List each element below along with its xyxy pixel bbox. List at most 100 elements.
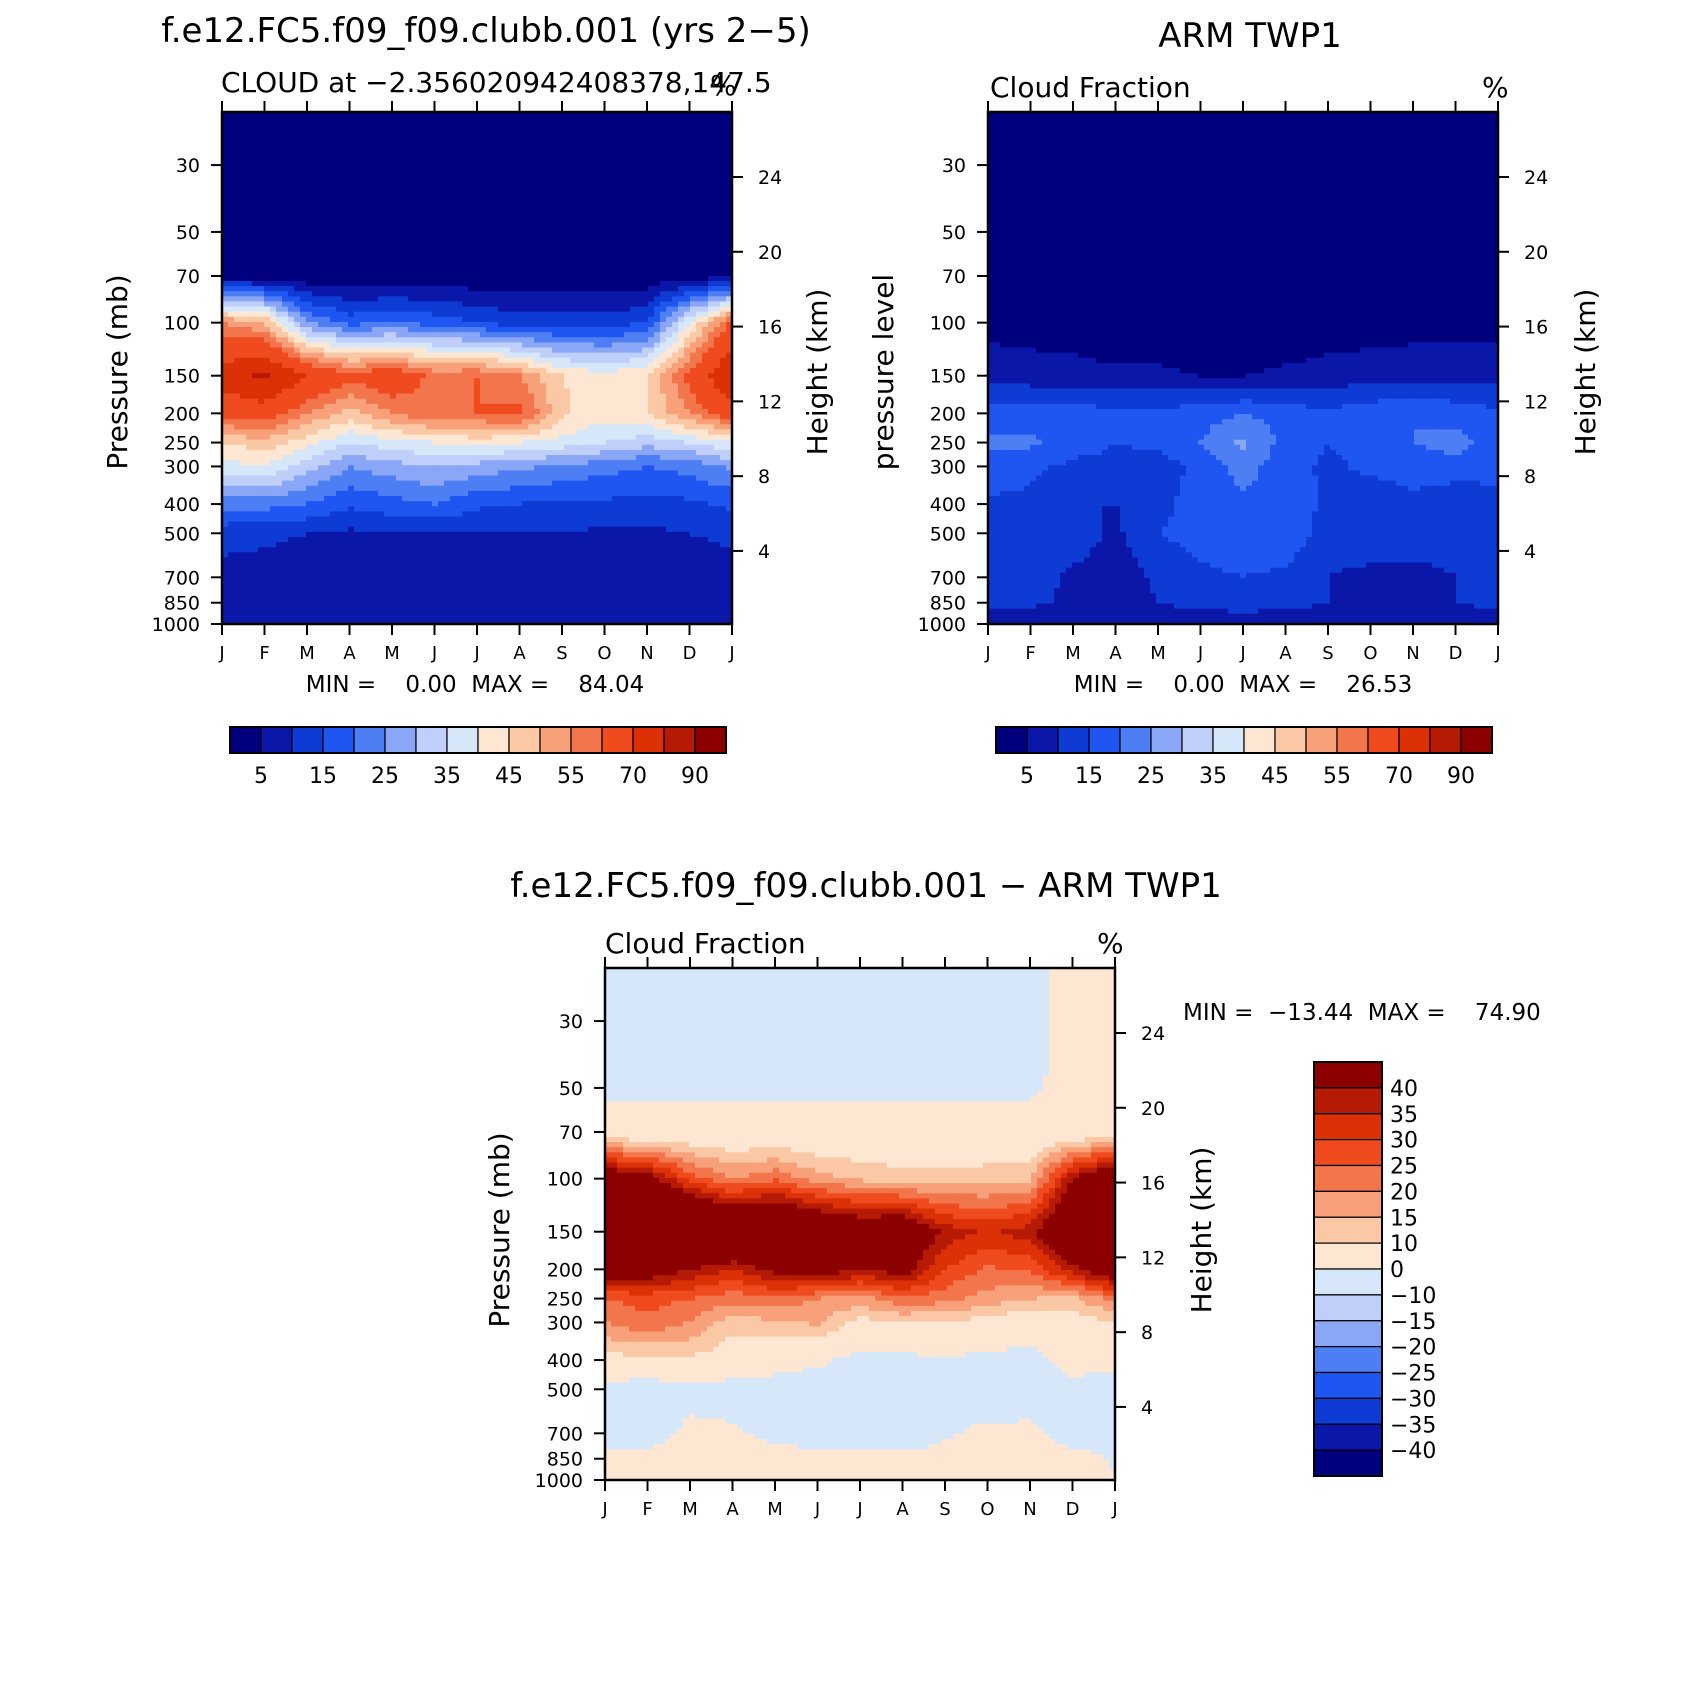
contour-cell: [354, 378, 361, 384]
contour-cell: [648, 321, 655, 328]
contour-cell: [546, 342, 553, 349]
contour-cell: [588, 311, 595, 318]
contour-cell: [588, 193, 595, 200]
contour-cell: [648, 214, 655, 221]
contour-cell: [522, 122, 529, 128]
contour-cell: [348, 127, 355, 134]
contour-cell: [420, 337, 427, 343]
contour-cell: [270, 137, 277, 144]
contour-cell: [540, 188, 547, 195]
contour-cell: [324, 163, 331, 169]
contour-cell: [234, 152, 241, 159]
contour-cell: [426, 280, 433, 287]
contour-cell: [306, 147, 313, 154]
contour-cell: [360, 388, 367, 395]
contour-cell: [564, 255, 571, 262]
contour-cell: [420, 127, 427, 134]
contour-cell: [570, 301, 577, 308]
contour-cell: [372, 173, 379, 180]
contour-cell: [300, 373, 307, 379]
contour-cell: [504, 383, 511, 390]
contour-cell: [432, 368, 439, 374]
contour-cell: [312, 275, 319, 282]
contour-cell: [648, 219, 655, 226]
contour-cell: [660, 127, 667, 134]
contour-cell: [714, 245, 721, 251]
contour-cell: [354, 178, 361, 185]
contour-cell: [414, 280, 421, 287]
contour-cell: [294, 142, 301, 149]
contour-cell: [594, 199, 601, 205]
contour-cell: [444, 234, 451, 241]
contour-cell: [636, 342, 643, 349]
contour-cell: [672, 240, 679, 246]
contour-cell: [282, 112, 289, 118]
contour-cell: [246, 229, 253, 236]
contour-cell: [540, 173, 547, 180]
contour-cell: [312, 311, 319, 318]
contour-cell: [432, 199, 439, 205]
contour-cell: [414, 347, 421, 354]
contour-cell: [384, 275, 391, 282]
contour-cell: [504, 408, 511, 415]
contour-cell: [318, 173, 325, 180]
contour-cell: [252, 255, 259, 262]
contour-cell: [336, 337, 343, 343]
contour-cell: [600, 337, 607, 343]
contour-cell: [576, 362, 583, 369]
contour-cell: [546, 311, 553, 318]
contour-cell: [708, 275, 715, 282]
contour-cell: [534, 280, 541, 287]
contour-cell: [576, 373, 583, 379]
contour-cell: [708, 362, 715, 369]
contour-cell: [324, 127, 331, 134]
contour-cell: [726, 204, 732, 210]
contour-cell: [360, 147, 367, 154]
contour-cell: [336, 142, 343, 149]
contour-cell: [420, 373, 427, 379]
contour-cell: [480, 393, 487, 400]
contour-cell: [510, 337, 517, 343]
contour-cell: [336, 327, 343, 333]
contour-cell: [288, 152, 295, 159]
contour-cell: [624, 173, 631, 180]
contour-cell: [276, 357, 283, 364]
contour-cell: [360, 163, 367, 169]
contour-cell: [282, 373, 289, 379]
contour-cell: [396, 342, 403, 349]
contour-cell: [684, 337, 691, 343]
contour-cell: [324, 214, 331, 221]
contour-cell: [258, 388, 265, 395]
contour-cell: [264, 178, 271, 185]
contour-cell: [546, 188, 553, 195]
contour-cell: [396, 408, 403, 415]
contour-cell: [582, 188, 589, 195]
contour-cell: [264, 158, 271, 164]
contour-cell: [408, 403, 415, 410]
contour-cell: [666, 337, 673, 343]
contour-cell: [570, 137, 577, 144]
contour-cell: [546, 137, 553, 144]
contour-cell: [444, 147, 451, 154]
contour-cell: [420, 286, 427, 292]
contour-cell: [486, 362, 493, 369]
contour-cell: [606, 199, 613, 205]
contour-cell: [702, 296, 709, 303]
contour-cell: [384, 214, 391, 221]
contour-cell: [234, 280, 241, 287]
contour-cell: [552, 209, 559, 215]
contour-cell: [720, 214, 727, 221]
contour-cell: [702, 347, 709, 354]
contour-cell: [294, 158, 301, 164]
contour-cell: [288, 214, 295, 221]
contour-cell: [678, 209, 685, 215]
contour-cell: [444, 188, 451, 195]
contour-cell: [720, 250, 727, 256]
contour-cell: [420, 301, 427, 308]
contour-cell: [222, 173, 229, 180]
contour-cell: [450, 316, 457, 323]
contour-cell: [516, 270, 523, 277]
contour-cell: [600, 403, 607, 410]
contour-cell: [294, 204, 301, 210]
contour-cell: [588, 316, 595, 323]
